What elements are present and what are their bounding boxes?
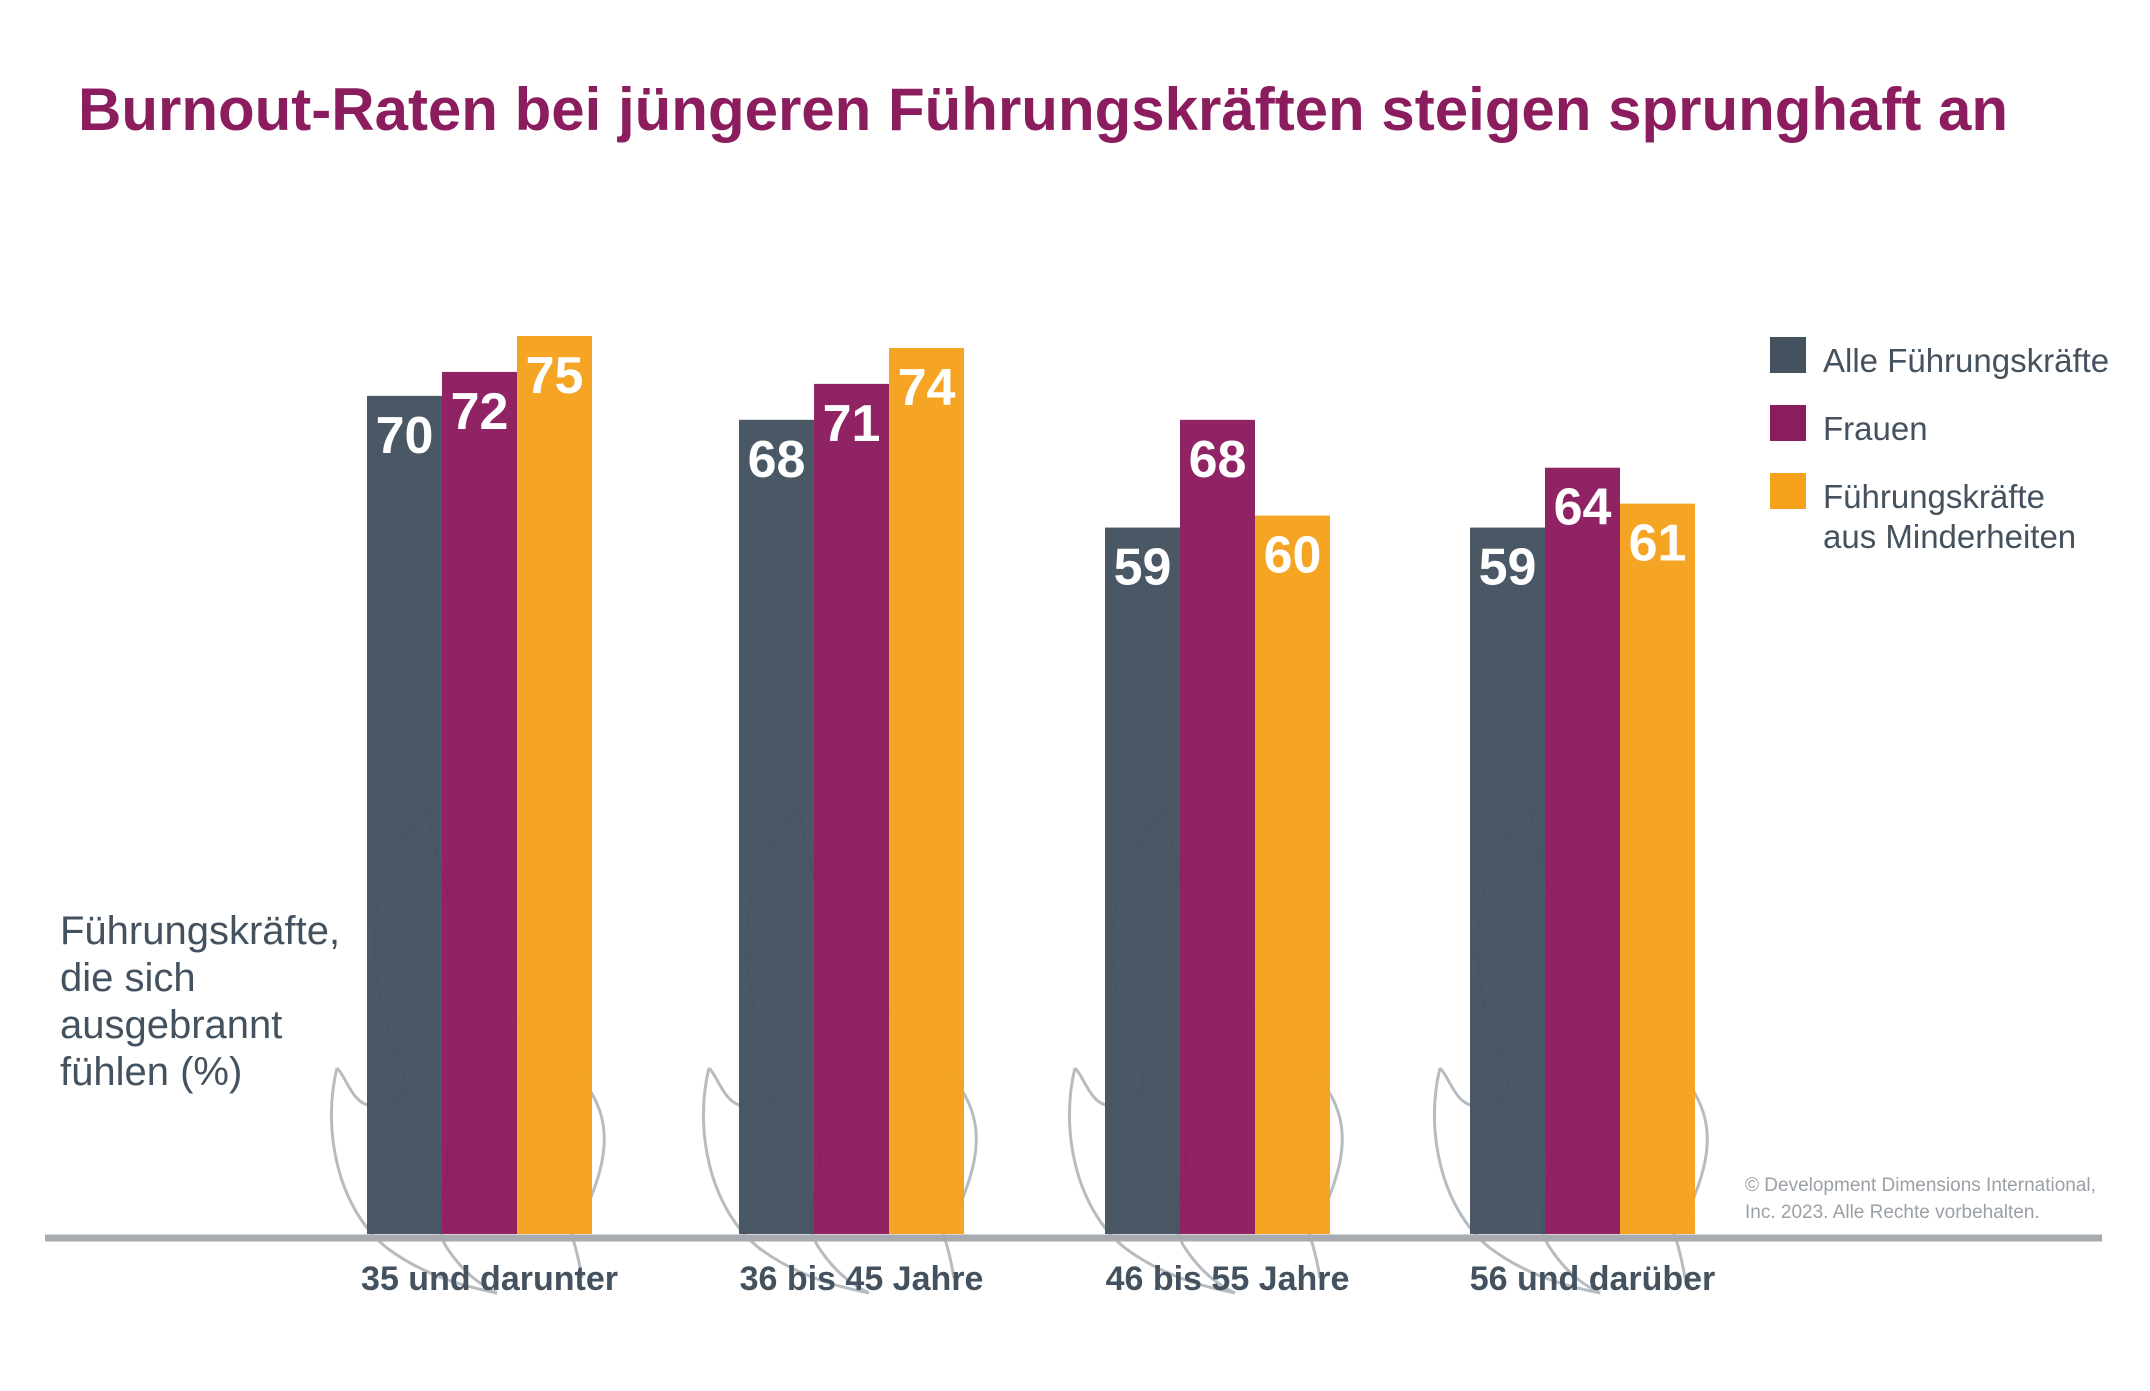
copyright-line: Inc. 2023. Alle Rechte vorbehalten. (1745, 1202, 2040, 1223)
y-axis-label-line: die sich (60, 956, 196, 1000)
y-axis-label: Führungskräfte, die sich ausgebrannt füh… (60, 909, 340, 1094)
bar-all-leaders-2 (739, 419, 814, 1234)
bar-women-2 (814, 383, 889, 1235)
legend-swatch-minority-leaders (1770, 473, 1806, 509)
value-label-all-leaders-3: 59 (1114, 539, 1172, 597)
category-labels-layer: 35 und darunter 36 bis 45 Jahre 46 bis 55 … (361, 1260, 1715, 1298)
value-label-women-3: 68 (1189, 431, 1247, 489)
value-label-all-leaders-2: 68 (748, 431, 806, 489)
copyright-line: © Development Dimensions International, (1745, 1175, 2096, 1196)
bar-women-4 (1545, 467, 1620, 1234)
legend-label-all-leaders: Alle Führungskräfte (1823, 342, 2109, 379)
category-label-3: 46 bis 55 Jahre (1106, 1260, 1350, 1298)
legend-label-minority-leaders-line2: aus Minderheiten (1823, 518, 2076, 555)
value-label-minority-leaders-1: 75 (526, 347, 584, 405)
legend: Alle Führungskräfte Frauen Führungskräft… (1770, 337, 2109, 555)
legend-swatch-women (1770, 405, 1806, 441)
bar-all-leaders-1 (367, 395, 442, 1234)
category-label-4: 56 und darüber (1470, 1260, 1716, 1298)
bar-minority-leaders-4 (1620, 503, 1695, 1234)
bar-minority-leaders-3 (1255, 515, 1330, 1234)
value-label-women-2: 71 (823, 395, 881, 453)
legend-label-women: Frauen (1823, 410, 1928, 447)
chart-title: Burnout-Raten bei jüngeren Führungskräft… (78, 76, 2008, 143)
value-label-all-leaders-4: 59 (1479, 539, 1537, 597)
value-label-minority-leaders-3: 60 (1264, 527, 1322, 585)
flame-stroke (329, 1067, 498, 1295)
category-label-1: 35 und darunter (361, 1260, 618, 1298)
flame-stroke (701, 1067, 870, 1295)
bar-minority-leaders-2 (889, 347, 964, 1234)
bars-layer (367, 336, 1695, 1235)
value-label-all-leaders-1: 70 (376, 407, 434, 465)
flame-stroke (1067, 1067, 1236, 1295)
value-label-women-4: 64 (1554, 479, 1612, 537)
value-label-women-1: 72 (451, 383, 509, 441)
legend-swatch-all-leaders (1770, 337, 1806, 373)
copyright-note: © Development Dimensions International, … (1745, 1175, 2096, 1223)
flame-stroke (1432, 1067, 1601, 1295)
y-axis-label-line: fühlen (%) (60, 1050, 242, 1094)
value-label-minority-leaders-4: 61 (1629, 515, 1687, 573)
y-axis-label-line: ausgebrannt (60, 1003, 282, 1047)
bar-women-3 (1180, 419, 1255, 1234)
bar-all-leaders-4 (1470, 527, 1545, 1234)
value-label-minority-leaders-2: 74 (898, 359, 956, 417)
bar-women-1 (442, 371, 517, 1234)
y-axis-label-line: Führungskräfte, (60, 909, 340, 953)
legend-label-minority-leaders-line1: Führungskräfte (1823, 478, 2045, 515)
category-label-2: 36 bis 45 Jahre (740, 1260, 984, 1298)
value-labels-layer: 70 72 75 68 71 74 59 68 60 59 64 61 (376, 347, 1687, 597)
bar-all-leaders-3 (1105, 527, 1180, 1234)
bar-minority-leaders-1 (517, 336, 592, 1234)
